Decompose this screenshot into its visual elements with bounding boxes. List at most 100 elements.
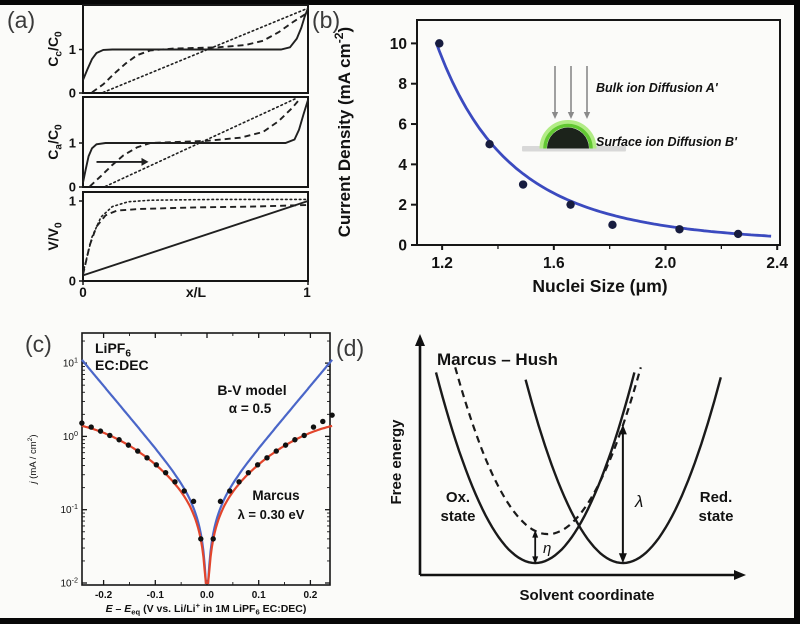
data-point [566,200,575,209]
panel-a-solid-profile [82,200,309,277]
data-point [190,498,197,505]
marcus-label: Marcus [252,488,299,503]
electrolyte-label-line1: LiPF6 [95,340,131,360]
data-point [217,498,224,505]
panel-a-dotted-profile [102,7,309,94]
data-point [245,469,252,476]
x-tick-label: 0.2 [303,590,317,601]
panel-b-letter: (b) [312,7,340,33]
marcus-hush-title: Marcus – Hush [437,350,558,369]
letterbox-top [0,0,800,5]
data-point [162,469,169,476]
data-point [88,424,94,430]
panel-a-letter: (a) [7,7,35,33]
red-state-label-line1: Red. [700,489,733,506]
panel-a-subplot-1: 10 [69,4,309,101]
data-point [107,432,113,439]
panel-a-dotted-profile [82,198,309,274]
data-point [329,412,335,418]
x-tick-label: 1.2 [431,255,453,272]
y-tick-label: 1 [69,136,76,151]
panel-a-dashed-profile [91,11,309,94]
bulk-diffusion-arrowhead-icon [583,112,591,119]
y-axis-arrowhead-icon [415,334,425,346]
letterbox-right [794,0,800,624]
panel-b-plot: 0 2 4 6 8 10 1.2 1.6 2.0 2.4 Current Density (mA c… [332,19,788,272]
eta-arrow-head-icon [532,556,539,565]
data-point [97,428,104,434]
marcus-curve [81,424,208,585]
panel-c-xlabel: E – Eeq (V vs. Li/Li+ in 1M LiPF6 EC:DEC… [106,601,307,617]
lambda-arrow-head-icon [618,424,627,435]
shifted-state-parabola [454,366,642,536]
plot-frame [416,19,781,246]
data-point [116,437,122,443]
panel-a-solid-profile [82,99,309,183]
panel-a-dashed-profile [82,204,309,275]
y-tick-label: 1 [69,42,76,57]
y-tick-label: 100 [63,429,78,443]
y-tick-label: 0 [69,180,76,195]
direction-arrowhead-icon [141,157,149,166]
y-tick-label: 8 [398,76,407,93]
y-tick-label: 0 [69,86,76,101]
panel-a-xtick-1: 1 [303,285,311,300]
plot-frame [82,191,309,282]
data-point [292,437,298,443]
data-point [485,139,494,149]
data-point [153,462,160,468]
ox-state-label-line1: Ox. [446,489,470,506]
nucleus-glow-ring [539,120,597,149]
panel-b: (b) 0 2 4 6 8 10 1.2 1.6 2.0 2.4 Current Density (… [312,7,788,296]
y-tick-label: 6 [398,117,407,134]
eta-label: η [543,540,551,557]
x-tick-label: -0.1 [147,590,165,601]
y-tick-label: 10-1 [60,502,78,516]
data-point [273,448,279,454]
letterbox-bottom [0,618,800,624]
data-point [227,488,233,494]
bulk-diffusion-arrowhead-icon [551,112,559,119]
data-point [181,488,187,494]
panel-b-ylabel: Current Density (mA cm-2) [332,27,354,237]
bulk-diffusion-arrowhead-icon [567,112,575,119]
panel-d: (d) Marcus – Hush Free energy Solvent co… [336,334,746,604]
nucleus-sei-ring [543,123,593,149]
x-tick-label: 0.0 [200,590,214,601]
data-point [301,432,307,439]
bv-model-label: B-V model [217,382,286,398]
free-energy-axis-label: Free energy [388,419,405,505]
x-tick-label: 0.1 [252,590,266,601]
electrolyte-label-line2: EC:DEC [95,357,149,373]
data-point [254,462,261,468]
y-tick-label: 1 [69,194,76,209]
panel-a-ylabel-2: Ca/C0 [45,124,65,160]
x-tick-label: 2.0 [655,255,677,272]
panel-a-xlabel: x/L [186,284,207,300]
solvent-coordinate-axis-label: Solvent coordinate [519,587,654,604]
data-point [210,536,216,542]
y-tick-label: 2 [398,197,407,214]
panel-c-ylabel: j (mA / cm2) [27,434,39,485]
data-point [310,424,317,430]
bv-model-curve [81,359,208,585]
data-point [675,225,684,234]
panel-a-ylabel-1: Cc/C0 [45,31,65,67]
data-point [320,418,326,425]
bulk-ion-diffusion-label: Bulk ion Diffusion A' [596,81,719,95]
data-point [79,420,85,426]
data-point [733,229,743,239]
panel-a-dashed-profile [89,99,300,188]
nucleus-dome [547,127,589,149]
red-state-parabola [524,376,722,565]
lambda-label: λ [634,492,643,511]
marcus-hush-diagram [434,366,722,565]
panel-c-plot: 101 100 10-1 10-2 -0.2 -0.1 0.0 0.1 0.2 LiPF6 E – … [27,332,335,617]
lambda-arrow-head-icon [618,553,627,564]
marcus-curve [206,424,333,585]
panel-d-letter: (d) [336,335,364,361]
panel-c: (c) 101 100 10-1 10-2 -0.2 -0.1 0.0 0.1 0.2 LiPF6… [25,331,335,617]
y-tick-label: 101 [63,356,78,370]
